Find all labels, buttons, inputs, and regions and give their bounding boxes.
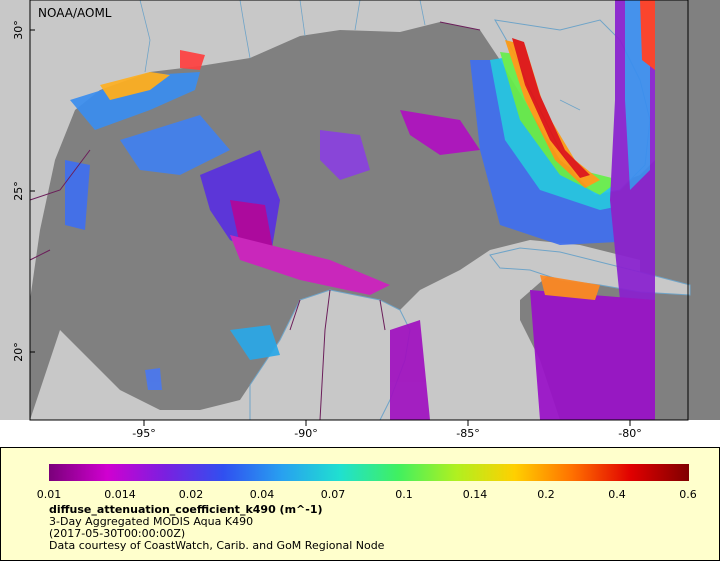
- colorbar-tick: 0.02: [178, 488, 204, 501]
- lon-tick-label: -85°: [456, 427, 479, 440]
- borders: [29, 21, 481, 421]
- lon-axis: -95° -90° -85° -80°: [132, 420, 642, 440]
- colorbar-tick: 0.6: [679, 488, 697, 501]
- colorbar-tick: 0.4: [608, 488, 626, 501]
- credit-line: Data courtesy of CoastWatch, Carib. and …: [49, 539, 385, 552]
- variable-name: diffuse_attenuation_coefficient_k490 (m^…: [49, 503, 323, 516]
- colorbar-tick: 0.14: [462, 488, 488, 501]
- source-watermark: NOAA/AOML: [38, 6, 112, 20]
- colorbar-tick: 0.2: [537, 488, 555, 501]
- colorbar-tick: 0.07: [320, 488, 346, 501]
- product-name: 3-Day Aggregated MODIS Aqua K490: [49, 515, 254, 528]
- lat-tick-label: 20°: [12, 342, 25, 362]
- rivers: [139, 0, 581, 111]
- lon-tick-label: -80°: [618, 427, 641, 440]
- colorbar: [49, 464, 689, 481]
- colorbar-tick: 0.014: [104, 488, 136, 501]
- lat-axis: 30° 25° 20°: [12, 20, 35, 362]
- lon-tick-label: -90°: [294, 427, 317, 440]
- lat-tick-label: 25°: [12, 181, 25, 201]
- legend-text: diffuse_attenuation_coefficient_k490 (m^…: [49, 504, 384, 552]
- colorbar-tick: 0.1: [395, 488, 413, 501]
- colorbar-tick: 0.01: [36, 488, 62, 501]
- map-frame: [29, 0, 689, 421]
- colorbar-tick: 0.04: [249, 488, 275, 501]
- date-label: (2017-05-30T00:00:00Z): [49, 527, 186, 540]
- k490-data-layer: [65, 0, 655, 420]
- legend-panel: 0.01 0.014 0.02 0.04 0.07 0.1 0.14 0.2 0…: [0, 447, 720, 561]
- lon-tick-label: -95°: [132, 427, 155, 440]
- lat-tick-label: 30°: [12, 20, 25, 40]
